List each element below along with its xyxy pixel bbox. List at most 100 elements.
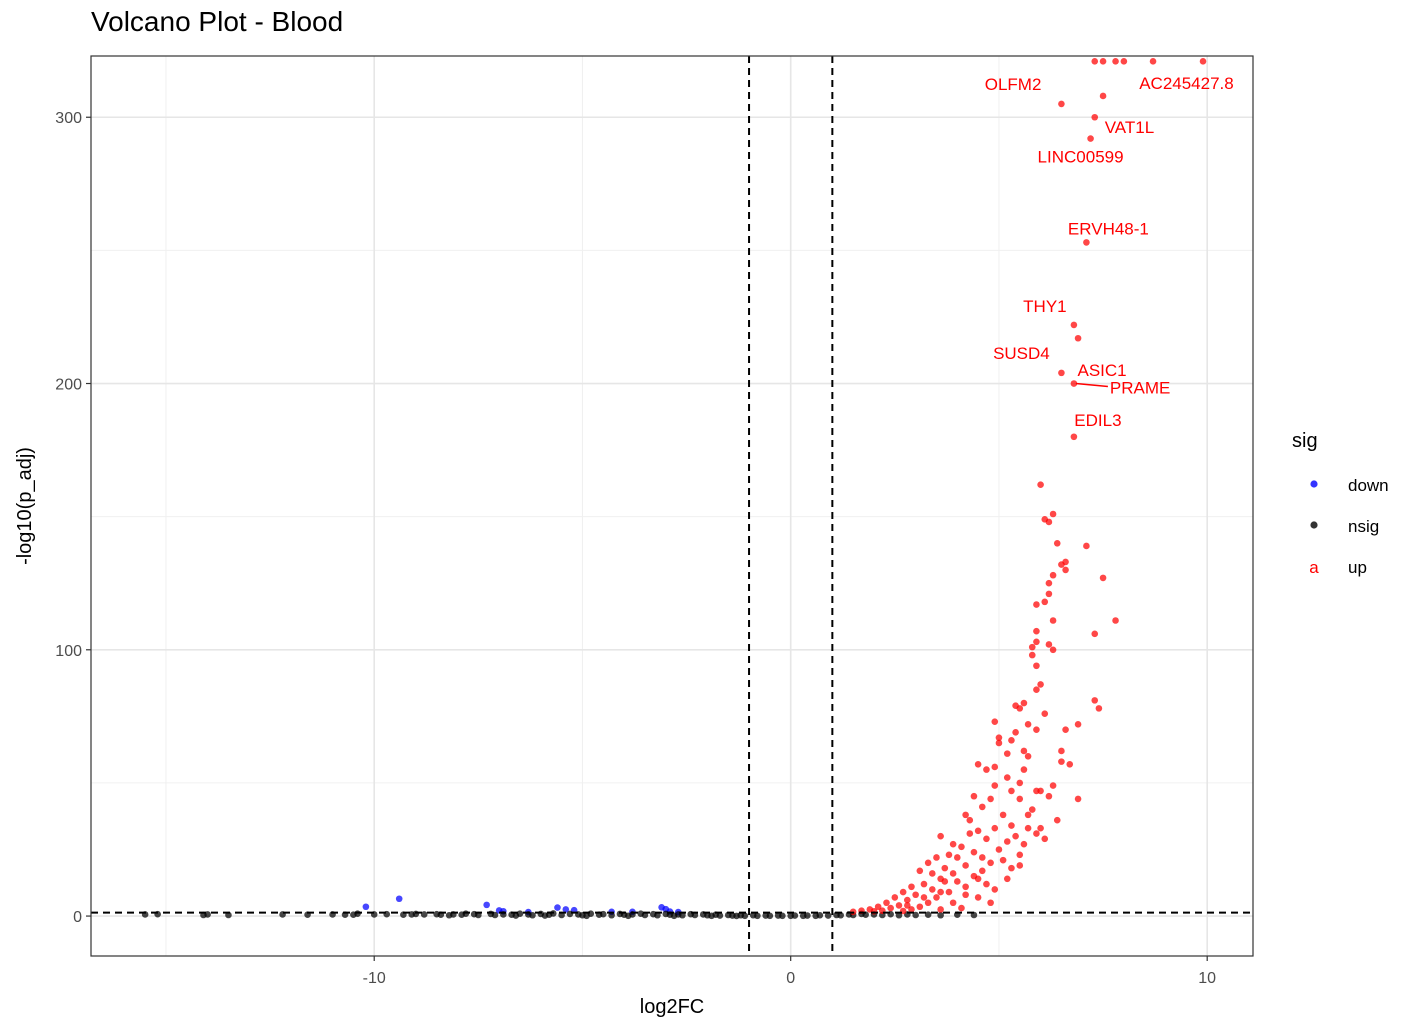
- point-up: [1058, 747, 1065, 755]
- point-up: [1012, 729, 1019, 736]
- y-tick-label: 100: [55, 643, 82, 660]
- point-up: [1070, 321, 1078, 329]
- point-up: [1012, 702, 1019, 710]
- point-up: [1058, 369, 1065, 377]
- point-up: [891, 894, 899, 901]
- point-up: [1199, 58, 1207, 65]
- gene-label: AC245427.8: [1139, 74, 1234, 93]
- point-up: [1120, 58, 1128, 65]
- point-up: [966, 830, 974, 837]
- point-up: [1041, 516, 1049, 523]
- point-up: [920, 880, 928, 888]
- point-up: [1020, 747, 1028, 755]
- point-up: [1049, 782, 1057, 789]
- point-up: [962, 862, 969, 869]
- point-nsig: [420, 911, 428, 918]
- point-up: [1049, 571, 1057, 579]
- point-up: [1028, 651, 1036, 659]
- point-up: [995, 846, 1003, 853]
- plot-panel-border: [90, 55, 1254, 957]
- point-up: [978, 803, 986, 811]
- point-nsig: [924, 911, 932, 919]
- point-up: [974, 827, 982, 835]
- gene-label: ASIC1: [1078, 361, 1127, 380]
- point-up: [908, 906, 915, 913]
- point-up: [899, 888, 907, 896]
- point-up: [1091, 113, 1099, 121]
- scatter-points: [141, 58, 1207, 920]
- point-up: [929, 886, 936, 893]
- point-up: [1003, 750, 1011, 757]
- point-up: [949, 840, 957, 848]
- legend-key-down: [1310, 480, 1318, 488]
- point-up: [1074, 334, 1082, 342]
- point-up: [1099, 92, 1107, 100]
- point-up: [1070, 380, 1078, 387]
- point-nsig: [837, 911, 844, 919]
- x-tick-label: -10: [363, 970, 386, 987]
- point-nsig: [679, 911, 686, 919]
- point-up: [1008, 864, 1015, 872]
- point-nsig: [512, 912, 520, 919]
- x-tick-label: 0: [786, 970, 795, 987]
- y-tick-label: 0: [73, 909, 82, 926]
- point-nsig: [624, 912, 632, 920]
- point-up: [883, 899, 890, 907]
- point-up: [1041, 710, 1049, 717]
- point-nsig: [766, 912, 774, 920]
- point-up: [1045, 792, 1053, 800]
- point-up: [983, 880, 990, 888]
- gene-label: PRAME: [1110, 379, 1170, 398]
- point-up: [991, 782, 999, 789]
- point-down: [562, 906, 570, 913]
- point-up: [983, 835, 990, 843]
- point-up: [937, 888, 944, 896]
- point-nsig: [895, 911, 903, 919]
- point-up: [1041, 598, 1049, 606]
- legend-key-up: a: [1309, 558, 1319, 577]
- point-up: [1024, 752, 1032, 760]
- point-down: [554, 904, 561, 911]
- point-nsig: [791, 912, 799, 919]
- y-tick-label: 200: [55, 377, 82, 394]
- point-up: [929, 870, 936, 877]
- point-up: [962, 891, 969, 899]
- point-up: [991, 824, 999, 832]
- point-up: [1037, 681, 1044, 688]
- point-up: [1003, 774, 1011, 781]
- point-up: [1091, 697, 1099, 704]
- point-up: [1016, 795, 1024, 803]
- point-nsig: [779, 912, 786, 920]
- point-up: [1012, 832, 1019, 840]
- point-nsig: [541, 912, 549, 919]
- legend: sig down nsig a up: [1292, 430, 1389, 577]
- point-up: [1033, 726, 1040, 733]
- point-up: [941, 864, 949, 872]
- point-nsig: [354, 910, 361, 917]
- point-up: [991, 763, 999, 771]
- point-up: [1020, 699, 1028, 707]
- point-up: [970, 792, 978, 800]
- gene-label: LINC00599: [1038, 148, 1124, 167]
- point-up: [1033, 787, 1040, 795]
- legend-key-nsig: [1310, 521, 1318, 529]
- gene-label: VAT1L: [1105, 118, 1154, 137]
- point-up: [991, 718, 999, 725]
- point-up: [1058, 561, 1065, 568]
- point-up: [974, 760, 982, 768]
- point-up: [1062, 726, 1069, 733]
- point-nsig: [804, 912, 811, 919]
- point-up: [1020, 766, 1028, 773]
- point-up: [1020, 840, 1028, 848]
- point-up: [874, 903, 882, 911]
- point-up: [1058, 758, 1065, 765]
- point-up: [1074, 795, 1082, 803]
- point-up: [1033, 601, 1040, 608]
- point-nsig: [824, 912, 832, 919]
- point-up: [995, 734, 1003, 741]
- point-up: [1095, 705, 1103, 712]
- threshold-lines: [91, 56, 1253, 956]
- point-nsig: [816, 911, 824, 919]
